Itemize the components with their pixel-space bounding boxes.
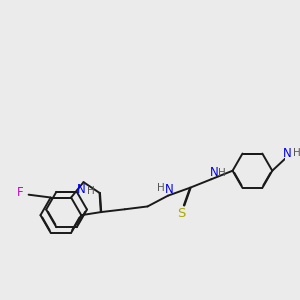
Text: N: N xyxy=(77,183,85,196)
Text: N: N xyxy=(283,147,292,160)
Text: H: H xyxy=(157,183,165,193)
Text: N: N xyxy=(210,167,218,179)
Text: H: H xyxy=(218,168,226,178)
Text: N: N xyxy=(164,183,173,196)
Text: S: S xyxy=(177,207,185,220)
Text: F: F xyxy=(17,186,24,199)
Text: H: H xyxy=(293,148,300,158)
Text: H: H xyxy=(87,186,94,196)
